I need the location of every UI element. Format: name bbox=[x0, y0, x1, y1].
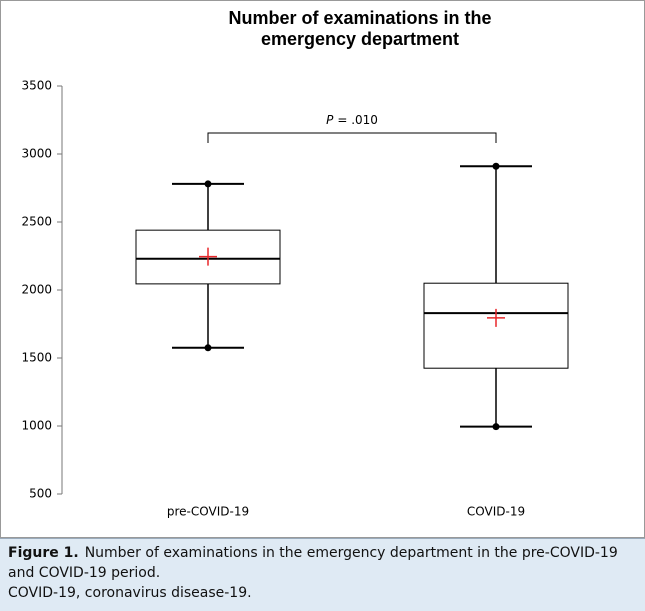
caption-label: Figure 1. bbox=[8, 545, 79, 561]
annotation-text: = .010 bbox=[337, 113, 378, 127]
box bbox=[423, 282, 569, 369]
figure-caption: Figure 1. Number of examinations in the e… bbox=[0, 538, 645, 611]
caption-note: COVID-19, coronavirus disease-19. bbox=[8, 585, 252, 601]
mean-marker bbox=[199, 247, 217, 266]
annotation-symbol: P bbox=[326, 113, 334, 127]
box bbox=[135, 229, 281, 285]
chart-frame bbox=[0, 0, 645, 538]
y-tick-label: 3500 bbox=[21, 79, 52, 93]
y-tick-label: 1500 bbox=[21, 351, 52, 365]
chart-title: Number of examinations in the emergency … bbox=[228, 8, 492, 49]
caption-text: Number of examinations in the emergency … bbox=[8, 545, 618, 581]
annotation: P = .010 bbox=[326, 113, 378, 127]
y-tick-label: 3000 bbox=[21, 147, 52, 161]
y-tick-label: 2500 bbox=[21, 215, 52, 229]
extreme-point bbox=[204, 344, 212, 352]
significance-bracket bbox=[207, 132, 497, 143]
chart: P = .010 500 1000 1500 2000 2500 3000 3500 pre-C… bbox=[0, 0, 645, 538]
y-tick-label: 2000 bbox=[21, 283, 52, 297]
y-tick-label: 500 bbox=[29, 487, 52, 501]
extreme-point bbox=[204, 180, 212, 188]
extreme-point bbox=[492, 423, 500, 431]
caption-main: Figure 1. Number of examinations in the e… bbox=[8, 543, 637, 583]
x-tick-label: pre-COVID-19 bbox=[167, 505, 249, 519]
mean-marker bbox=[487, 308, 505, 327]
y-tick-label: 1000 bbox=[21, 419, 52, 433]
extreme-point bbox=[492, 162, 500, 170]
x-tick-label: COVID-19 bbox=[467, 505, 525, 519]
